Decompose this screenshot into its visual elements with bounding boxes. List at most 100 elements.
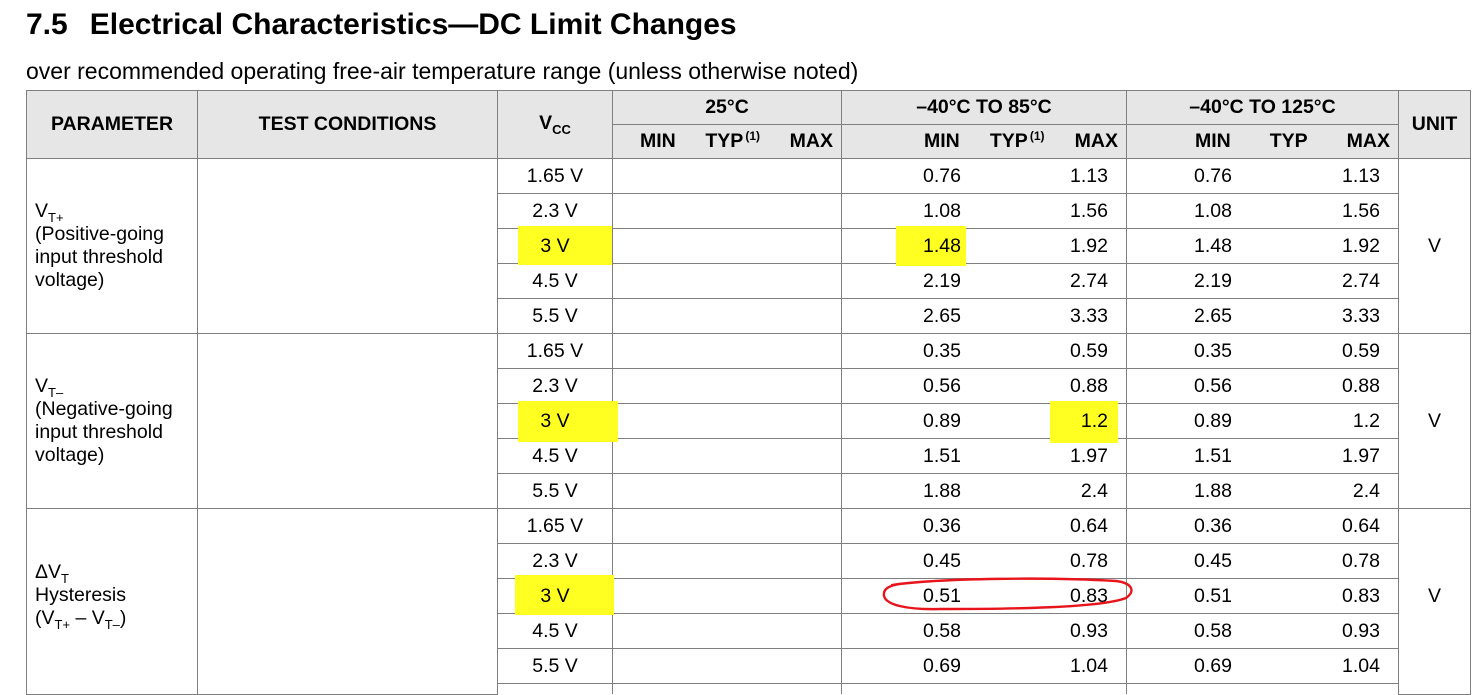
yellow-highlight: 3 V	[540, 584, 570, 607]
min125-value: 2.19	[1194, 269, 1232, 292]
vcc-cell: 4.5 V	[497, 263, 613, 299]
t85-cell: 0.69 1.04	[841, 648, 1127, 684]
max125-value: 0.83	[1342, 584, 1380, 607]
max85-value: 1.92	[1070, 234, 1108, 257]
table-header: PARAMETER TEST CONDITIONS VCC 25°C –40°C…	[26, 90, 1471, 159]
t85-cell: 0.45 0.78	[841, 543, 1127, 579]
t125-cell: 0.56 0.88	[1126, 368, 1399, 404]
t85-cell: 0.36 0.64	[841, 508, 1127, 544]
min125-value: 0.45	[1194, 549, 1232, 572]
t25-cell	[612, 438, 842, 474]
min85-value: 2.19	[923, 269, 961, 292]
vcc-cell: 5.5 V	[497, 473, 613, 509]
t125-cell: 0.45 0.78	[1126, 543, 1399, 579]
max125-value: 0.64	[1342, 514, 1380, 537]
min125-value: 0.69	[1194, 654, 1232, 677]
header-max: MAX	[1346, 130, 1390, 152]
table-row: 2.3 V 0.45 0.78 0.45 0.78	[27, 543, 1471, 579]
header-125c: –40°C TO 125°C	[1126, 90, 1399, 125]
table-row: VT+ (Positive-going input threshold volt…	[26, 158, 1471, 334]
vcc-cell: 5.5 V	[497, 298, 613, 334]
header-typ: TYP (1)	[989, 128, 1045, 153]
max125-value: 3.33	[1342, 304, 1380, 327]
min125-value: 0.36	[1194, 514, 1232, 537]
yellow-highlight: 3 V	[540, 234, 570, 257]
test-conditions-cell	[197, 333, 498, 509]
table-row: 5.5 V 2.65 3.33 2.65 3.33	[27, 298, 1471, 334]
header-test-conditions: TEST CONDITIONS	[197, 90, 498, 159]
header-max: MAX	[1074, 130, 1118, 152]
header-max: MAX	[789, 130, 833, 152]
max85-value-highlighted: 1.2	[1049, 400, 1119, 443]
param-hysteresis: ΔVT Hysteresis (VT+ – VT–)	[26, 508, 198, 695]
vcc-cell: 4.5 V	[497, 438, 613, 474]
min125-value: 0.56	[1194, 374, 1232, 397]
t125-cell: 1.48 1.92	[1126, 228, 1399, 264]
vcc-cell-highlighted: 3 V	[497, 578, 613, 614]
test-conditions-cell	[197, 508, 498, 695]
max125-value: 1.56	[1342, 199, 1380, 222]
min125-value: 0.58	[1194, 619, 1232, 642]
t25-cell	[612, 543, 842, 579]
t125-cell: 1.51 1.97	[1126, 438, 1399, 474]
section-number: 7.5	[26, 8, 68, 41]
max85-value: 0.59	[1070, 339, 1108, 362]
t125-cell: 1.88 2.4	[1126, 473, 1399, 509]
min85-value-highlighted: 1.48	[896, 225, 966, 266]
min125-value: 1.88	[1194, 479, 1232, 502]
section-heading: 7.5 Electrical Characteristics—DC Limit C…	[26, 8, 737, 42]
min125-value: 1.08	[1194, 199, 1232, 222]
vcc-cell: 2.3 V	[497, 368, 613, 404]
max85-value: 2.74	[1070, 269, 1108, 292]
max125-value: 0.88	[1342, 374, 1380, 397]
t25-cell	[612, 263, 842, 299]
header-25c: 25°C	[612, 90, 842, 125]
max125-value: 1.04	[1342, 654, 1380, 677]
param-vt-minus: VT– (Negative-going input threshold volt…	[26, 333, 198, 509]
min85-value: 1.51	[923, 444, 961, 467]
table-row: 4.5 V 2.19 2.74 2.19 2.74	[27, 263, 1471, 299]
min85-value: 1.08	[923, 199, 961, 222]
param-vt-plus: VT+ (Positive-going input threshold volt…	[26, 158, 198, 334]
t85-cell: 0.35 0.59	[841, 333, 1127, 369]
min85-value: 0.51	[923, 584, 961, 607]
t85-cell: 1.51 1.97	[841, 438, 1127, 474]
header-min: MIN	[1195, 130, 1231, 152]
min85-value: 2.65	[923, 304, 961, 327]
table-row: 4.5 V 1.51 1.97 1.51 1.97	[27, 438, 1471, 474]
header-typ: TYP	[1269, 130, 1308, 152]
t85-cell: 2.19 2.74	[841, 263, 1127, 299]
t85-cell: 1.88 2.4	[841, 473, 1127, 509]
t85-cell: 0.76 1.13	[841, 158, 1127, 194]
header-unit: UNIT	[1398, 90, 1471, 159]
max85-value: 3.33	[1070, 304, 1108, 327]
t125-cell: 0.36 0.64	[1126, 508, 1399, 544]
vcc-cell: 4.5 V	[497, 613, 613, 649]
unit-cell: V	[1398, 508, 1471, 695]
table-row: 3 V 0.89 1.2 0.89 1.2	[27, 400, 1471, 443]
t85-cell: 1.08 1.56	[841, 193, 1127, 229]
max125-value: 1.2	[1352, 409, 1380, 432]
yellow-highlight: 3 V	[540, 409, 570, 432]
min125-value: 0.51	[1194, 584, 1232, 607]
header-25c-sub: MIN TYP (1) MAX	[612, 124, 842, 159]
t25-cell	[612, 508, 842, 544]
max85-value: 1.97	[1070, 444, 1108, 467]
min125-value: 2.65	[1194, 304, 1232, 327]
header-typ: TYP (1)	[705, 128, 760, 153]
max125-value: 0.59	[1342, 339, 1380, 362]
t125-cell: 0.35 0.59	[1126, 333, 1399, 369]
max85-value: 1.56	[1070, 199, 1108, 222]
min85-value: 0.76	[923, 164, 961, 187]
t85-cell: 0.89 1.2	[841, 400, 1127, 443]
table-row: 5.5 V 1.88 2.4 1.88 2.4	[27, 473, 1471, 509]
min85-value: 0.69	[923, 654, 961, 677]
min125-value: 0.35	[1194, 339, 1232, 362]
t85-cell: 0.56 0.88	[841, 368, 1127, 404]
t25-cell	[612, 613, 842, 649]
max125-value: 2.4	[1352, 479, 1380, 502]
section-title: Electrical Characteristics—DC Limit Chan…	[89, 8, 737, 41]
t125-cell: 2.65 3.33	[1126, 298, 1399, 334]
t125-cell: 0.58 0.93	[1126, 613, 1399, 649]
max85-value: 0.83	[1070, 584, 1108, 607]
